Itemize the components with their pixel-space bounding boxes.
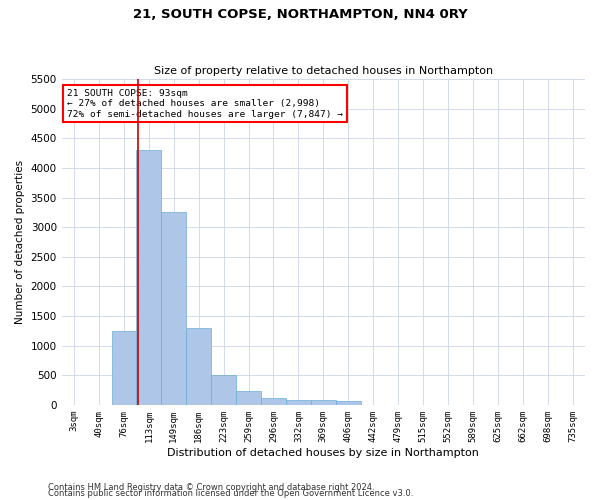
Bar: [161, 212, 186, 405]
Bar: [261, 398, 286, 405]
X-axis label: Distribution of detached houses by size in Northampton: Distribution of detached houses by size …: [167, 448, 479, 458]
Text: 21, SOUTH COPSE, NORTHAMPTON, NN4 0RY: 21, SOUTH COPSE, NORTHAMPTON, NN4 0RY: [133, 8, 467, 20]
Bar: [211, 375, 236, 405]
Title: Size of property relative to detached houses in Northampton: Size of property relative to detached ho…: [154, 66, 493, 76]
Y-axis label: Number of detached properties: Number of detached properties: [15, 160, 25, 324]
Bar: [311, 400, 336, 405]
Bar: [286, 400, 311, 405]
Text: Contains HM Land Registry data © Crown copyright and database right 2024.: Contains HM Land Registry data © Crown c…: [48, 484, 374, 492]
Bar: [236, 391, 261, 405]
Bar: [112, 331, 136, 405]
Bar: [336, 400, 361, 405]
Text: Contains public sector information licensed under the Open Government Licence v3: Contains public sector information licen…: [48, 490, 413, 498]
Bar: [136, 150, 161, 405]
Bar: [186, 328, 211, 405]
Text: 21 SOUTH COPSE: 93sqm
← 27% of detached houses are smaller (2,998)
72% of semi-d: 21 SOUTH COPSE: 93sqm ← 27% of detached …: [67, 89, 343, 118]
